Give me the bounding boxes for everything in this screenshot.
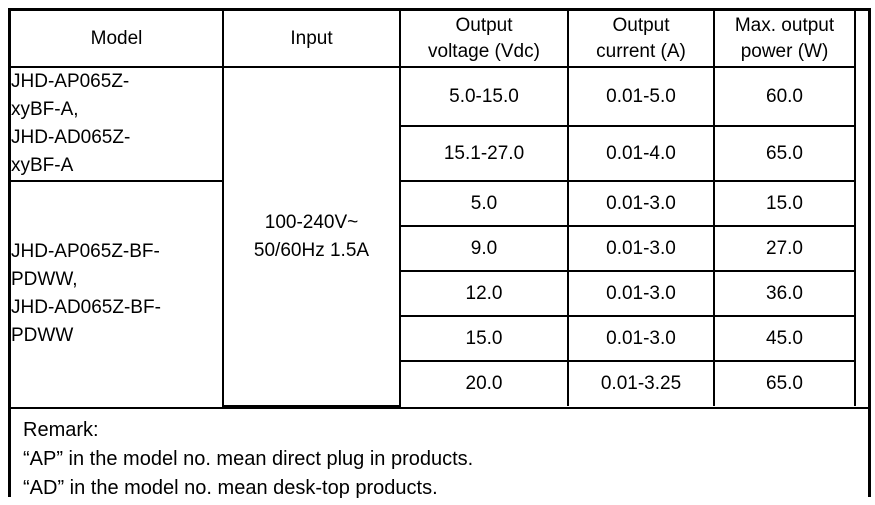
- header-row: Model Input Output voltage (Vdc) Output …: [11, 11, 856, 68]
- power-cell: 65.0: [714, 126, 856, 182]
- spec-table: Model Input Output voltage (Vdc) Output …: [11, 11, 856, 407]
- spec-row: JHD-AP065Z-BF- PDWW, JHD-AD065Z-BF- PDWW…: [11, 181, 856, 406]
- voltage-cell: 15.1-27.0: [400, 126, 569, 182]
- current-cell: 0.01-4.0: [568, 126, 715, 182]
- voltage-cell: 15.0: [400, 316, 569, 362]
- power-cell: 15.0: [714, 181, 856, 227]
- header-output-current: Output current (A): [568, 11, 715, 68]
- voltage-cell: 5.0-15.0: [400, 67, 569, 127]
- voltage-cell: 5.0: [400, 181, 569, 227]
- remark-line-ad: “AD” in the model no. mean desk-top prod…: [23, 477, 438, 499]
- model-group-1-cell: JHD-AP065Z- xyBF-A, JHD-AD065Z- xyBF-A: [11, 67, 224, 182]
- power-cell: 65.0: [714, 361, 856, 406]
- spec-table-outer-border: Model Input Output voltage (Vdc) Output …: [8, 8, 871, 503]
- spec-row: 20.0 0.01-3.25 65.0: [11, 361, 856, 406]
- remark-section: Remark: “AP” in the model no. mean direc…: [11, 407, 868, 503]
- power-cell: 36.0: [714, 271, 856, 317]
- spec-row: 9.0 0.01-3.0 27.0: [11, 226, 856, 272]
- remark-title: Remark:: [23, 419, 99, 441]
- current-cell: 0.01-3.0: [568, 271, 715, 317]
- current-cell: 0.01-3.25: [568, 361, 715, 406]
- spec-row: 15.0 0.01-3.0 45.0: [11, 316, 856, 362]
- current-cell: 0.01-3.0: [568, 316, 715, 362]
- voltage-cell: 12.0: [400, 271, 569, 317]
- current-cell: 0.01-5.0: [568, 67, 715, 127]
- current-cell: 0.01-3.0: [568, 226, 715, 272]
- power-cell: 60.0: [714, 67, 856, 127]
- spec-row: 15.1-27.0 0.01-4.0 65.0: [11, 126, 856, 182]
- power-cell: 45.0: [714, 316, 856, 362]
- header-max-power: Max. output power (W): [714, 11, 856, 68]
- voltage-cell: 20.0: [400, 361, 569, 406]
- power-cell: 27.0: [714, 226, 856, 272]
- model-group-2-cell: JHD-AP065Z-BF- PDWW, JHD-AD065Z-BF- PDWW: [11, 181, 224, 406]
- input-rating-cell: 100-240V~ 50/60Hz 1.5A: [223, 67, 401, 407]
- spec-row: 12.0 0.01-3.0 36.0: [11, 271, 856, 317]
- spec-row: JHD-AP065Z- xyBF-A, JHD-AD065Z- xyBF-A 1…: [11, 67, 856, 407]
- header-output-voltage: Output voltage (Vdc): [400, 11, 569, 68]
- current-cell: 0.01-3.0: [568, 181, 715, 227]
- voltage-cell: 9.0: [400, 226, 569, 272]
- header-model: Model: [11, 11, 224, 68]
- remark-line-ap: “AP” in the model no. mean direct plug i…: [23, 448, 474, 470]
- header-input: Input: [223, 11, 401, 68]
